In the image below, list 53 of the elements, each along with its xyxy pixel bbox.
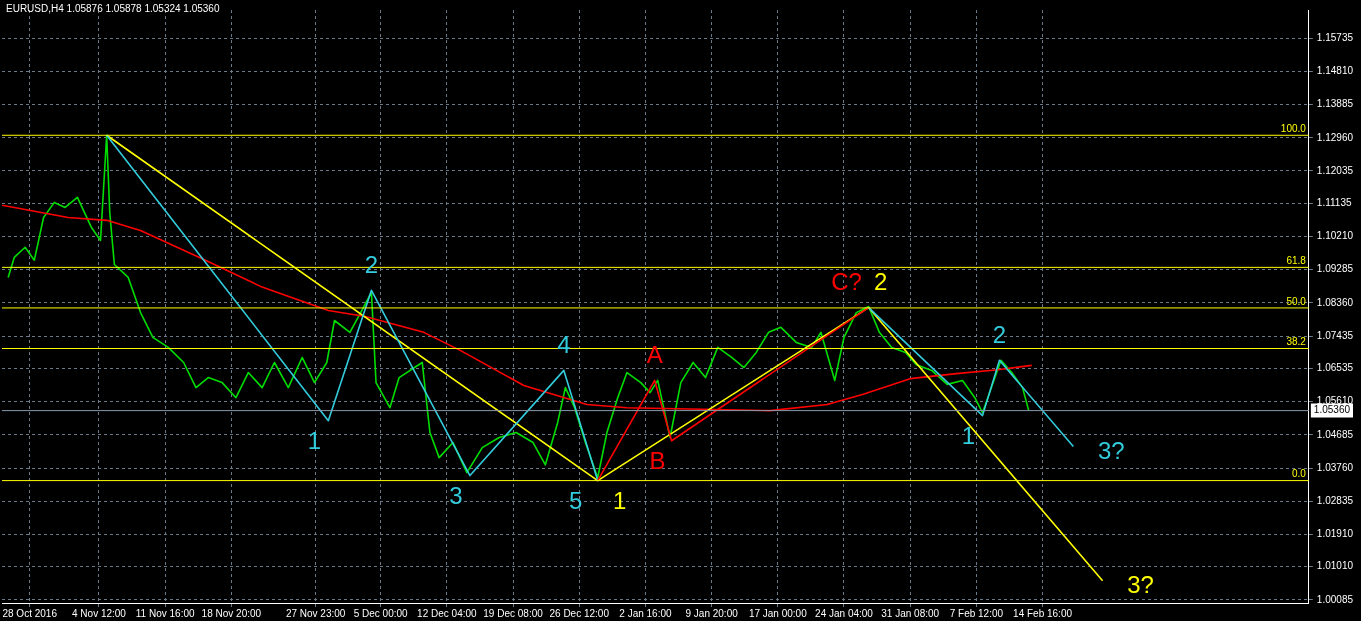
annotation: 1	[307, 427, 322, 455]
annotation: C?	[831, 268, 862, 296]
y-tick-label: 1.04685	[1316, 428, 1354, 440]
y-tick-label: 1.12960	[1316, 131, 1354, 143]
x-tick-label: 19 Dec 08:00	[483, 607, 544, 619]
annotation: 1	[613, 487, 627, 515]
annotation: 1	[961, 422, 976, 450]
annotation: A	[646, 341, 663, 369]
annotation: 5	[569, 487, 583, 515]
annotation: B	[649, 447, 666, 475]
y-tick-label: 1.13885	[1316, 98, 1354, 110]
x-tick-label: 27 Nov 23:00	[285, 607, 346, 619]
annotation: 50.0	[1286, 295, 1307, 307]
chart-title: EURUSD,H4 1.05876 1.05878 1.05324 1.05360	[6, 2, 220, 14]
y-tick-label: 1.01010	[1316, 560, 1354, 572]
x-tick-label: 18 Nov 20:00	[201, 607, 262, 619]
x-tick-label: 2 Jan 16:00	[619, 607, 672, 619]
y-tick-label: 1.12035	[1316, 164, 1354, 176]
y-tick-label: 1.03760	[1316, 461, 1354, 473]
x-tick-label: 5 Dec 00:00	[353, 607, 409, 619]
x-tick-label: 26 Dec 12:00	[549, 607, 610, 619]
y-tick-label: 1.14810	[1316, 65, 1354, 77]
x-tick-label: 17 Jan 00:00	[748, 607, 808, 619]
y-tick-label: 1.09285	[1316, 263, 1354, 275]
y-tick-label: 1.08360	[1316, 296, 1354, 308]
annotation: 3?	[1127, 571, 1154, 599]
y-tick-label: 1.02835	[1316, 494, 1354, 506]
x-tick-label: 11 Nov 16:00	[135, 607, 195, 619]
x-tick-label: 12 Dec 04:00	[417, 607, 478, 619]
y-tick-label: 1.10210	[1316, 230, 1354, 242]
x-tick-label: 31 Jan 08:00	[881, 607, 940, 619]
x-tick-label: 7 Feb 12:00	[949, 607, 1004, 619]
annotation: 0.0	[1291, 468, 1307, 480]
annotation: 2	[992, 320, 1007, 348]
annotation: 100.0	[1280, 123, 1307, 135]
y-tick-label: 1.11135	[1316, 197, 1352, 209]
annotation: 3	[449, 482, 463, 510]
y-tick-label: 1.07435	[1316, 329, 1354, 341]
x-tick-label: 9 Jan 20:00	[685, 607, 739, 619]
y-tick-label: 1.01910	[1316, 528, 1354, 540]
ref-line-label: 1.05360	[1313, 404, 1351, 416]
x-tick-label: 14 Feb 16:00	[1013, 607, 1073, 619]
y-tick-label: 1.15735	[1316, 31, 1354, 43]
y-tick-label: 1.05610	[1316, 395, 1354, 407]
x-tick-label: 28 Oct 2016	[2, 607, 58, 619]
annotation: 61.8	[1286, 255, 1307, 267]
y-tick-label: 1.00085	[1316, 593, 1354, 605]
x-tick-label: 24 Jan 04:00	[815, 607, 874, 619]
annotation: 3?	[1097, 437, 1125, 465]
x-tick-label: 4 Nov 12:00	[72, 607, 127, 619]
annotation: 2	[873, 268, 888, 296]
annotation: 38.2	[1286, 336, 1307, 348]
y-tick-label: 1.06535	[1316, 362, 1354, 374]
